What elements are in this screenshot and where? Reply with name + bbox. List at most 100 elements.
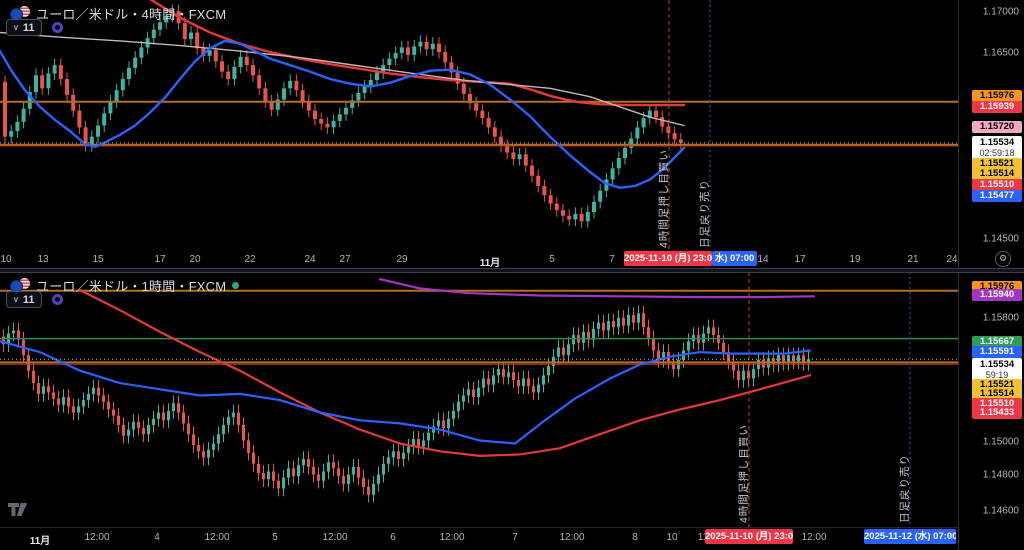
candle-body (517, 154, 522, 160)
annotation-daily-rally-sell[interactable]: 日足戻り売り (699, 179, 711, 248)
indicator-count-chip[interactable]: ∨ 11 (6, 19, 42, 36)
candle-body (542, 375, 545, 385)
candle-body (212, 443, 215, 450)
time-axis-1h[interactable]: 11月 12:00 4 12:00 5 12:00 6 12:00 7 12:00 8 10 11 12:… (0, 527, 958, 550)
candle-body (92, 387, 95, 394)
price-tick: 1.16500 (982, 47, 1019, 59)
candle-body (604, 179, 609, 191)
time-tick: 12:00 (801, 532, 827, 543)
ma-fast-blue-line (0, 340, 812, 445)
candle-body (322, 471, 325, 481)
candle-body (377, 474, 380, 484)
event-time-label: 2025-11-10 (月) 23:00 (705, 529, 793, 544)
candle-body (162, 412, 165, 421)
target-ring-icon[interactable] (51, 294, 63, 305)
candle-body (297, 465, 300, 477)
candle-body (412, 438, 415, 447)
candle-body (287, 468, 290, 478)
candle-body (107, 401, 110, 410)
candle-body (505, 146, 510, 153)
candle-body (442, 420, 445, 429)
pane-divider[interactable] (0, 268, 1024, 273)
candle-body (527, 378, 530, 387)
candle-body (244, 56, 249, 66)
tradingview-logo[interactable] (8, 503, 34, 518)
candle-body (238, 56, 243, 67)
candle-body (222, 424, 225, 435)
candle-body (732, 361, 735, 371)
ma-slow-red-line (78, 289, 812, 458)
candle-body (263, 88, 268, 102)
candle-body (288, 80, 293, 89)
candle-body (262, 473, 265, 480)
candle-body (430, 43, 435, 50)
candle-body (21, 108, 26, 122)
candle-body (452, 411, 455, 419)
candle-body (402, 452, 405, 460)
candle-body (182, 412, 185, 424)
candle-body (492, 375, 495, 385)
candle-body (647, 110, 652, 119)
candle-body (57, 398, 60, 405)
candle-body (372, 483, 375, 495)
annotation-4h-dip-buy[interactable]: 4時間足押し目買い (738, 424, 750, 523)
price-level-label: 1.15477 (972, 190, 1022, 202)
candle-body (257, 463, 260, 473)
candle-body (232, 412, 235, 418)
candle-body (530, 165, 534, 176)
symbol-title-label: ユーロ／米ドル・1時間・FXCM (36, 279, 227, 294)
candle-body (247, 440, 250, 453)
candle-body (72, 406, 75, 413)
candle-body (362, 477, 365, 487)
candle-body (89, 136, 94, 146)
price-tick: 1.14600 (982, 505, 1019, 517)
time-axis-4h[interactable]: 10 13 15 17 20 22 24 27 29 11月 5 7 14 17 19 21 24 2025-11… (0, 250, 958, 272)
price-tick: 1.15800 (982, 312, 1019, 324)
candle-body (536, 175, 541, 186)
candle-body (292, 468, 295, 477)
candle-body (9, 131, 14, 137)
price-chart-pane-4h[interactable] (0, 0, 958, 250)
axis-settings-gear-icon[interactable]: ⚙ (995, 251, 1011, 267)
candle-body (46, 73, 51, 89)
price-chart-pane-1h[interactable] (0, 272, 958, 527)
candle-body (597, 322, 600, 329)
candle-body (12, 330, 15, 334)
indicator-count-chip[interactable]: ∨ 11 (6, 291, 42, 308)
candle-body (557, 347, 560, 357)
candle-body (598, 190, 603, 202)
candle-body (752, 369, 755, 379)
candle-body (71, 94, 76, 111)
candle-body (393, 53, 398, 59)
candle-body (777, 355, 780, 365)
candle-body (672, 361, 675, 370)
candle-body (482, 378, 485, 388)
candle-body (447, 418, 450, 429)
annotation-4h-dip-buy[interactable]: 4時間足押し目買い (658, 149, 670, 248)
candle-body (342, 476, 345, 484)
candle-body (567, 344, 570, 356)
candle-body (467, 389, 470, 396)
candle-body (142, 428, 145, 435)
candle-body (642, 313, 645, 328)
price-scale[interactable]: 1.17000 1.16500 1.14500 1.15976 1.15939 1.157… (958, 0, 1024, 550)
price-tick: 1.17000 (982, 6, 1019, 18)
candle-body (492, 127, 497, 137)
time-tick: 29 (396, 254, 408, 265)
candle-body (272, 471, 275, 481)
candle-body (579, 213, 584, 222)
candle-body (237, 412, 240, 425)
candle-body (660, 117, 665, 127)
candle-body (387, 457, 390, 464)
candle-body (782, 355, 785, 363)
time-tick: 24 (304, 254, 316, 265)
candle-body (712, 327, 715, 336)
annotation-daily-rally-sell[interactable]: 日足戻り売り (899, 454, 911, 523)
candle-body (192, 434, 195, 446)
chevron-down-icon: ∨ (13, 295, 19, 304)
candle-body (502, 369, 505, 377)
candle-body (317, 474, 320, 481)
time-tick: 22 (244, 254, 256, 265)
time-tick: 17 (154, 254, 166, 265)
target-ring-icon[interactable] (51, 22, 63, 33)
